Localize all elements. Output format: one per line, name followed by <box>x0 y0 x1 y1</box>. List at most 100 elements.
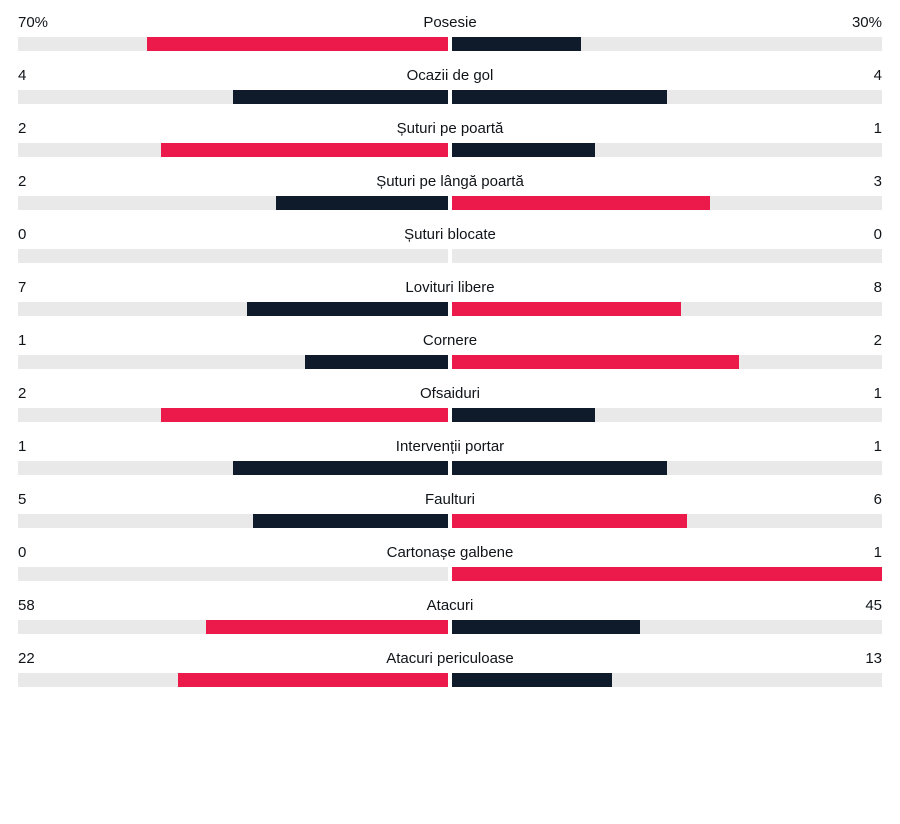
stat-value-right: 1 <box>874 120 882 137</box>
stat-header: 22Atacuri periculoase13 <box>18 650 882 667</box>
stat-bar-fill-left <box>247 302 448 316</box>
match-stats-container: 70%Posesie30%4Ocazii de gol42Șuturi pe p… <box>18 14 882 687</box>
stat-value-right: 1 <box>874 385 882 402</box>
stat-bar-fill-right <box>452 461 667 475</box>
stat-bar-fill-right <box>452 673 612 687</box>
stat-bar-track-left <box>18 196 448 210</box>
stat-bar-track-left <box>18 249 448 263</box>
stat-row: 7Lovituri libere8 <box>18 279 882 316</box>
stat-header: 2Șuturi pe lângă poartă3 <box>18 173 882 190</box>
stat-value-left: 2 <box>18 120 26 137</box>
stat-bar-track-left <box>18 37 448 51</box>
stat-bar-track-left <box>18 90 448 104</box>
stat-row: 1Intervenții portar1 <box>18 438 882 475</box>
stat-label: Faulturi <box>26 491 873 508</box>
stat-value-right: 4 <box>874 67 882 84</box>
stat-value-right: 1 <box>874 544 882 561</box>
stat-header: 0Șuturi blocate0 <box>18 226 882 243</box>
stat-value-right: 1 <box>874 438 882 455</box>
stat-value-left: 4 <box>18 67 26 84</box>
stat-bar <box>18 514 882 528</box>
stat-bar <box>18 90 882 104</box>
stat-bar-track-left <box>18 514 448 528</box>
stat-row: 58Atacuri45 <box>18 597 882 634</box>
stat-value-right: 45 <box>865 597 882 614</box>
stat-row: 2Șuturi pe lângă poartă3 <box>18 173 882 210</box>
stat-label: Șuturi pe lângă poartă <box>26 173 873 190</box>
stat-bar-fill-right <box>452 196 710 210</box>
stat-bar-fill-left <box>233 90 448 104</box>
stat-row: 22Atacuri periculoase13 <box>18 650 882 687</box>
stat-bar-track-right <box>452 302 882 316</box>
stat-bar-fill-right <box>452 90 667 104</box>
stat-bar-track-right <box>452 567 882 581</box>
stat-bar-track-left <box>18 355 448 369</box>
stat-value-right: 13 <box>865 650 882 667</box>
stat-label: Cartonașe galbene <box>26 544 873 561</box>
stat-row: 4Ocazii de gol4 <box>18 67 882 104</box>
stat-bar <box>18 249 882 263</box>
stat-value-right: 6 <box>874 491 882 508</box>
stat-bar-track-right <box>452 249 882 263</box>
stat-bar-fill-right <box>452 620 640 634</box>
stat-value-left: 1 <box>18 332 26 349</box>
stat-bar <box>18 355 882 369</box>
stat-bar <box>18 567 882 581</box>
stat-bar-track-right <box>452 196 882 210</box>
stat-header: 0Cartonașe galbene1 <box>18 544 882 561</box>
stat-header: 2Ofsaiduri1 <box>18 385 882 402</box>
stat-value-left: 2 <box>18 173 26 190</box>
stat-bar-track-right <box>452 143 882 157</box>
stat-value-right: 3 <box>874 173 882 190</box>
stat-value-left: 2 <box>18 385 26 402</box>
stat-header: 4Ocazii de gol4 <box>18 67 882 84</box>
stat-bar-fill-left <box>178 673 448 687</box>
stat-row: 0Șuturi blocate0 <box>18 226 882 263</box>
stat-bar-fill-left <box>161 408 448 422</box>
stat-bar-track-left <box>18 567 448 581</box>
stat-value-left: 0 <box>18 226 26 243</box>
stat-bar-fill-right <box>452 143 595 157</box>
stat-bar-fill-left <box>233 461 448 475</box>
stat-row: 1Cornere2 <box>18 332 882 369</box>
stat-label: Șuturi blocate <box>26 226 873 243</box>
stat-bar-track-left <box>18 408 448 422</box>
stat-header: 2Șuturi pe poartă1 <box>18 120 882 137</box>
stat-bar-fill-right <box>452 302 681 316</box>
stat-bar-fill-right <box>452 355 739 369</box>
stat-bar <box>18 37 882 51</box>
stat-label: Cornere <box>26 332 873 349</box>
stat-bar-track-right <box>452 37 882 51</box>
stat-row: 2Ofsaiduri1 <box>18 385 882 422</box>
stat-bar <box>18 408 882 422</box>
stat-value-left: 1 <box>18 438 26 455</box>
stat-value-right: 2 <box>874 332 882 349</box>
stat-label: Atacuri <box>35 597 866 614</box>
stat-bar <box>18 302 882 316</box>
stat-bar-fill-right <box>452 567 882 581</box>
stat-bar-fill-right <box>452 514 687 528</box>
stat-bar-fill-left <box>206 620 448 634</box>
stat-bar-track-right <box>452 355 882 369</box>
stat-bar <box>18 673 882 687</box>
stat-value-left: 0 <box>18 544 26 561</box>
stat-value-left: 70% <box>18 14 48 31</box>
stat-bar <box>18 620 882 634</box>
stat-value-right: 30% <box>852 14 882 31</box>
stat-label: Ocazii de gol <box>26 67 873 84</box>
stat-row: 5Faulturi6 <box>18 491 882 528</box>
stat-value-left: 22 <box>18 650 35 667</box>
stat-bar-track-right <box>452 90 882 104</box>
stat-bar-fill-left <box>147 37 448 51</box>
stat-bar-fill-left <box>305 355 448 369</box>
stat-bar <box>18 461 882 475</box>
stat-bar-fill-left <box>161 143 448 157</box>
stat-header: 58Atacuri45 <box>18 597 882 614</box>
stat-value-right: 0 <box>874 226 882 243</box>
stat-label: Ofsaiduri <box>26 385 873 402</box>
stat-label: Lovituri libere <box>26 279 873 296</box>
stat-bar-fill-right <box>452 37 581 51</box>
stat-header: 5Faulturi6 <box>18 491 882 508</box>
stat-bar-track-left <box>18 673 448 687</box>
stat-label: Atacuri periculoase <box>35 650 866 667</box>
